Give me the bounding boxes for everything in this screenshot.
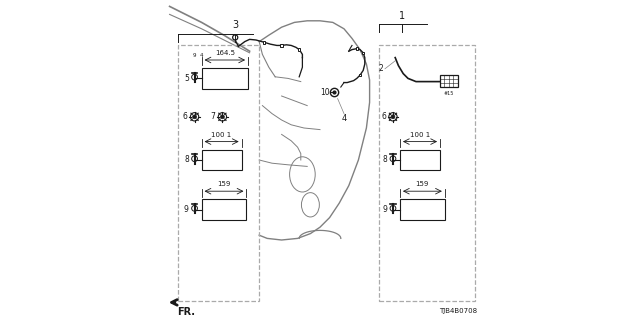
Bar bbox=[380, 45, 476, 301]
Text: #15: #15 bbox=[444, 91, 454, 96]
Circle shape bbox=[193, 115, 196, 119]
Bar bbox=[400, 199, 445, 220]
Text: 3: 3 bbox=[232, 20, 238, 30]
Bar bbox=[400, 149, 440, 170]
Text: 9  4: 9 4 bbox=[193, 53, 204, 58]
Text: 100 1: 100 1 bbox=[211, 132, 232, 138]
Text: 164.5: 164.5 bbox=[215, 50, 235, 56]
Bar bbox=[440, 75, 458, 87]
Circle shape bbox=[220, 115, 225, 119]
Text: 8: 8 bbox=[184, 156, 189, 164]
Bar bbox=[362, 52, 365, 54]
Text: 4: 4 bbox=[341, 114, 347, 123]
Text: 7: 7 bbox=[211, 112, 215, 121]
Text: 159: 159 bbox=[416, 181, 429, 188]
Text: 1: 1 bbox=[399, 11, 404, 21]
Text: 9: 9 bbox=[382, 205, 387, 214]
Text: 5: 5 bbox=[184, 74, 189, 83]
Text: 159: 159 bbox=[218, 181, 230, 188]
Bar bbox=[202, 149, 242, 170]
Circle shape bbox=[391, 115, 395, 119]
Text: 6: 6 bbox=[381, 112, 386, 121]
Bar bbox=[178, 45, 259, 301]
Bar bbox=[280, 44, 283, 47]
Bar bbox=[356, 47, 358, 50]
Text: FR.: FR. bbox=[178, 307, 196, 316]
Bar bbox=[298, 48, 301, 51]
Bar bbox=[202, 199, 246, 220]
Text: 8: 8 bbox=[383, 156, 387, 164]
Text: 100 1: 100 1 bbox=[410, 132, 430, 138]
Text: 10: 10 bbox=[320, 88, 330, 97]
Text: 2: 2 bbox=[379, 64, 383, 73]
Text: 9: 9 bbox=[184, 205, 189, 214]
Bar bbox=[202, 68, 248, 89]
Text: TJB4B0708: TJB4B0708 bbox=[438, 308, 477, 314]
Text: 6: 6 bbox=[182, 112, 188, 121]
Bar bbox=[359, 74, 362, 76]
Bar bbox=[263, 41, 266, 44]
